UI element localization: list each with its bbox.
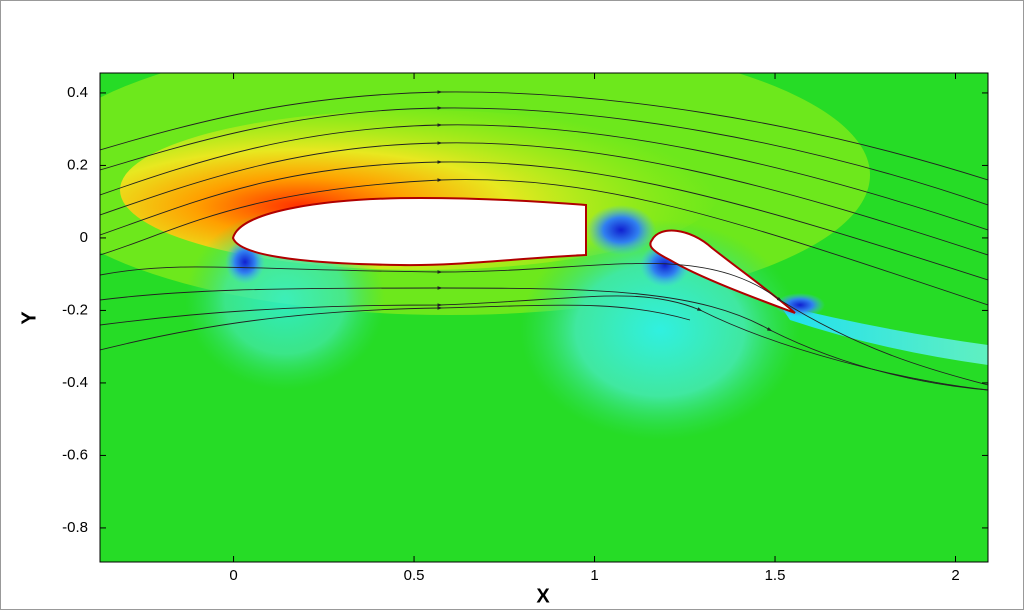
y-tick-label: -0.2	[62, 301, 88, 318]
y-axis-label: Y	[18, 311, 40, 325]
y-tick-label: 0.4	[67, 84, 88, 101]
x-tick-label: 1.5	[765, 567, 786, 584]
x-tick-label: 1	[590, 567, 598, 584]
x-tick-label: 0.5	[404, 567, 425, 584]
plot-border	[99, 72, 989, 563]
y-tick-label: 0	[80, 229, 88, 246]
x-tick-label: 0	[229, 567, 237, 584]
y-tick-label: -0.8	[62, 519, 88, 536]
y-tick-label: -0.6	[62, 446, 88, 463]
contour-field	[100, 73, 988, 562]
y-tick-label: 0.2	[67, 156, 88, 173]
y-tick-label: -0.4	[62, 374, 88, 391]
x-tick-label: 2	[951, 567, 959, 584]
x-axis-label: X	[536, 585, 550, 607]
